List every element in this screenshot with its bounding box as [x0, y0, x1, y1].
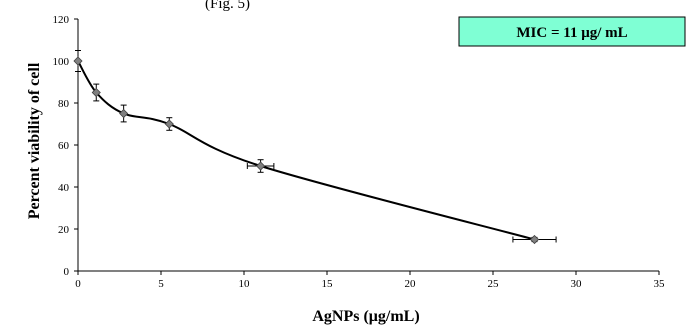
y-tick-label: 60 — [58, 140, 70, 152]
data-point — [529, 234, 540, 245]
y-axis-title: Percent viability of cell — [26, 62, 43, 219]
x-tick-label: 0 — [75, 278, 81, 290]
mic-annotation-text: MIC = 11 μg/ mL — [516, 25, 627, 41]
data-point — [119, 108, 129, 119]
series-layer — [73, 50, 557, 245]
series-line — [77, 60, 535, 241]
y-tick-label: 40 — [58, 182, 70, 194]
data-point — [73, 56, 83, 66]
y-tick-label: 20 — [58, 224, 70, 236]
data-point — [164, 119, 174, 129]
x-tick-label: 30 — [571, 278, 583, 290]
x-tick-label: 10 — [239, 278, 251, 290]
x-axis-title: AgNPs (μg/mL) — [312, 308, 419, 325]
y-tick-label: 80 — [58, 98, 70, 110]
x-tick-label: 20 — [405, 278, 417, 290]
mic-annotation-box — [458, 16, 686, 47]
mic-annotation: MIC = 11 μg/ mL — [458, 16, 686, 47]
ticks-layer: 0 5 10 15 20 25 30 35 0 20 40 60 80 100 120 — [53, 14, 666, 290]
x-tick-label: 25 — [488, 278, 500, 290]
data-point — [256, 161, 266, 171]
x-tick-label: 15 — [322, 278, 334, 290]
data-point — [91, 87, 101, 98]
axes-layer — [77, 19, 659, 272]
x-tick-label: 5 — [158, 278, 164, 290]
y-tick-label: 120 — [53, 14, 70, 26]
y-tick-label: 100 — [53, 56, 70, 68]
y-tick-label: 0 — [64, 266, 70, 278]
x-tick-label: 35 — [654, 278, 666, 290]
caption-fragment: (Fig. 5) — [205, 0, 250, 12]
